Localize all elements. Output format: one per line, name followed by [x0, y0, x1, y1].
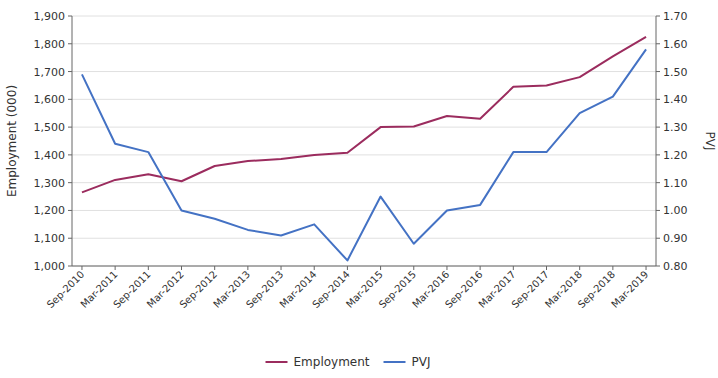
- y-tick-label: 1,200: [34, 204, 66, 217]
- x-tick: [281, 266, 282, 270]
- legend-swatch: [266, 361, 288, 363]
- y2-tick: [656, 127, 660, 128]
- y-tick: [68, 210, 72, 211]
- y2-tick: [656, 16, 660, 17]
- y-tick-label: 1,500: [34, 121, 66, 134]
- y-tick: [68, 71, 72, 72]
- y-tick: [68, 182, 72, 183]
- x-tick: [115, 266, 116, 270]
- grid-line: [72, 71, 656, 72]
- y-axis-label: Employment (000): [5, 85, 19, 197]
- x-tick: [579, 266, 580, 270]
- y-tick-label: 1,400: [34, 149, 66, 162]
- y2-tick: [656, 43, 660, 44]
- x-tick: [480, 266, 481, 270]
- y2-tick: [656, 238, 660, 239]
- y-tick-label: 1,800: [34, 38, 66, 51]
- y2-tick: [656, 99, 660, 100]
- y-tick-label: 1,600: [34, 93, 66, 106]
- x-tick: [314, 266, 315, 270]
- grid-line: [72, 210, 656, 211]
- y-tick: [68, 99, 72, 100]
- grid-line: [72, 99, 656, 100]
- grid: [72, 16, 656, 266]
- x-tick: [546, 266, 547, 270]
- y2-axis-line: [656, 16, 657, 266]
- y2-tick: [656, 182, 660, 183]
- y-tick-label: 1,100: [34, 232, 66, 245]
- legend-label: PVJ: [412, 355, 431, 369]
- y-tick: [68, 127, 72, 128]
- x-tick: [148, 266, 149, 270]
- x-axis-line: [72, 266, 656, 267]
- y2-tick: [656, 266, 660, 267]
- grid-line: [72, 16, 656, 17]
- y2-tick: [656, 210, 660, 211]
- y2-tick-label: 0.90: [663, 232, 688, 245]
- x-tick: [446, 266, 447, 270]
- y-tick: [68, 16, 72, 17]
- series-line: [82, 49, 646, 260]
- series-group: [82, 37, 646, 261]
- y2-tick-label: 1.40: [663, 93, 688, 106]
- y2-tick-label: 0.80: [663, 260, 688, 273]
- grid-line: [72, 43, 656, 44]
- x-tick: [646, 266, 647, 270]
- y2-tick-label: 1.70: [663, 10, 688, 23]
- y-tick-label: 1,700: [34, 66, 66, 79]
- y-tick-label: 1,000: [34, 260, 66, 273]
- x-tick: [81, 266, 82, 270]
- y2-tick-label: 1.30: [663, 121, 688, 134]
- x-tick-label: Mar-2019: [609, 269, 650, 310]
- x-tick: [513, 266, 514, 270]
- y-tick: [68, 43, 72, 44]
- x-tick: [413, 266, 414, 270]
- y-axis-line: [72, 16, 73, 266]
- y2-tick-label: 1.00: [663, 204, 688, 217]
- grid-line: [72, 182, 656, 183]
- series-line: [82, 37, 646, 193]
- x-tick: [347, 266, 348, 270]
- y-tick: [68, 238, 72, 239]
- y-tick: [68, 154, 72, 155]
- legend-swatch: [384, 361, 406, 363]
- grid-line: [72, 238, 656, 239]
- x-tick: [214, 266, 215, 270]
- x-tick: [380, 266, 381, 270]
- y2-tick-label: 1.10: [663, 177, 688, 190]
- grid-line: [72, 154, 656, 155]
- x-tick: [612, 266, 613, 270]
- legend: Employment PVJ: [266, 355, 431, 369]
- x-tick: [181, 266, 182, 270]
- y2-tick-label: 1.50: [663, 66, 688, 79]
- y2-tick: [656, 154, 660, 155]
- y2-axis-label: PVJ: [703, 132, 717, 151]
- chart: 1,000 1,100 1,200 1,300 1,400 1,500 1,600 1,700…: [0, 0, 718, 378]
- y2-tick: [656, 71, 660, 72]
- y2-tick-label: 1.20: [663, 149, 688, 162]
- legend-label: Employment: [294, 355, 370, 369]
- y-tick-label: 1,300: [34, 177, 66, 190]
- grid-line: [72, 266, 656, 267]
- x-tick: [247, 266, 248, 270]
- y2-tick-label: 1.60: [663, 38, 688, 51]
- y-tick-label: 1,900: [34, 10, 66, 23]
- y-tick: [68, 266, 72, 267]
